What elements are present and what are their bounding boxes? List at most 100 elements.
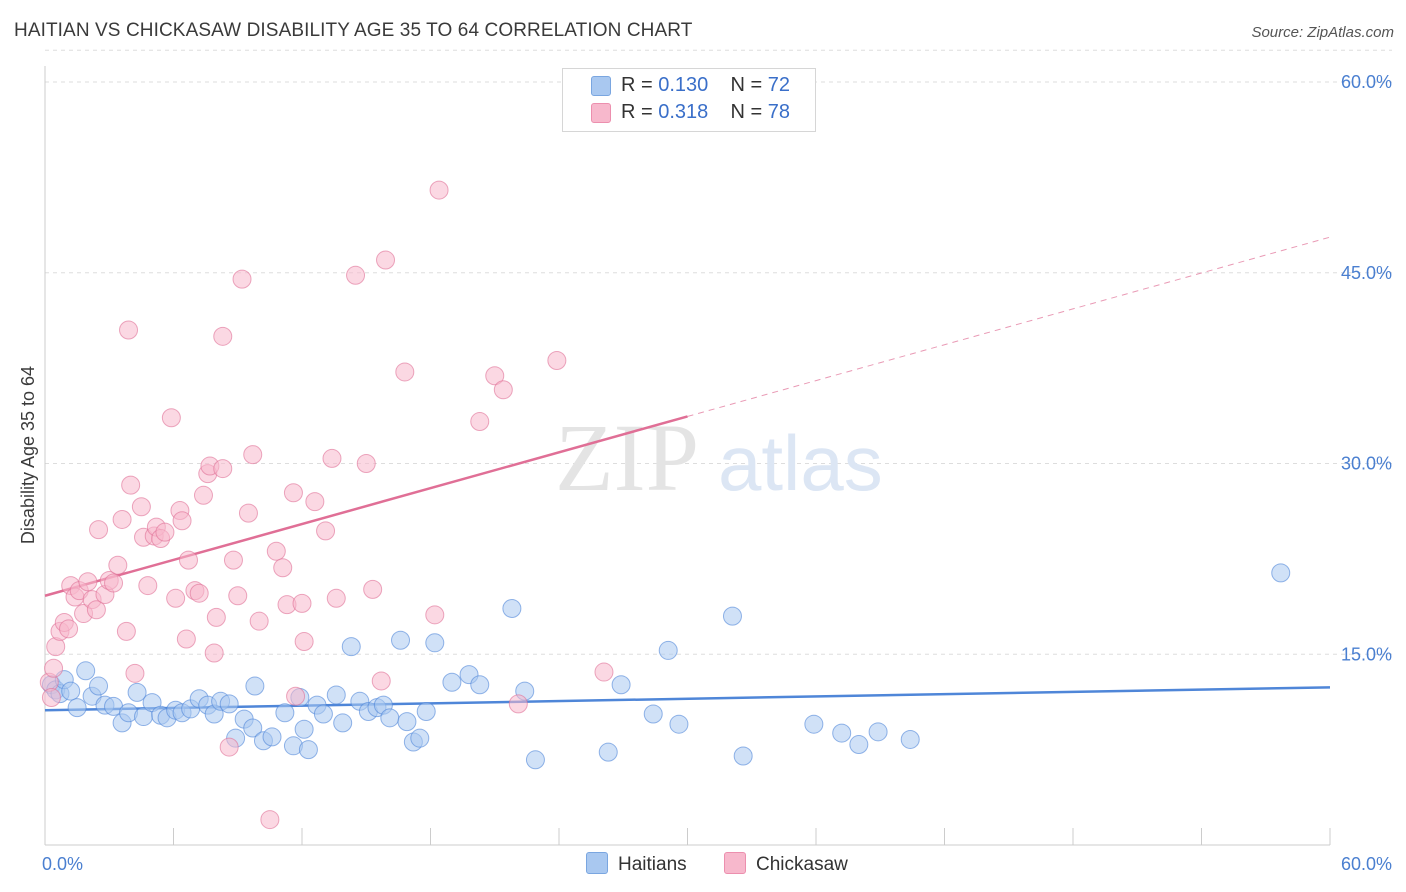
legend-r-value: 0.130 xyxy=(658,74,709,96)
data-point xyxy=(61,681,81,701)
data-point xyxy=(176,629,196,649)
data-point xyxy=(112,509,132,529)
data-point xyxy=(155,522,175,542)
data-point xyxy=(294,632,314,652)
data-point xyxy=(286,686,306,706)
y-tick-label: 60.0% xyxy=(1341,72,1392,92)
data-point xyxy=(493,380,513,400)
data-point xyxy=(193,485,213,505)
data-points xyxy=(39,180,1291,830)
legend-n-value: 78 xyxy=(767,101,791,123)
data-point xyxy=(44,658,64,678)
data-point xyxy=(116,621,136,641)
data-point xyxy=(127,682,147,702)
data-point xyxy=(547,350,567,370)
trend-lines xyxy=(44,236,1331,712)
data-point xyxy=(313,704,333,724)
data-point xyxy=(425,605,445,625)
data-point xyxy=(376,250,396,270)
correlation-legend: R = 0.130 N = 72 R = 0.318 N = 78 xyxy=(562,68,816,132)
data-point xyxy=(108,555,128,575)
data-point xyxy=(525,750,545,770)
data-point xyxy=(333,713,353,733)
legend-text-chickasaw: R = 0.318 N = 78 xyxy=(621,101,790,124)
y-tick-label: 30.0% xyxy=(1341,454,1392,474)
tick-labels: 15.0% 30.0% 45.0% 60.0% 0.0% 60.0% xyxy=(42,72,1392,874)
data-point xyxy=(131,497,151,517)
data-point xyxy=(868,722,888,742)
data-point xyxy=(849,735,869,755)
data-point xyxy=(86,600,106,620)
data-point xyxy=(189,583,209,603)
data-point xyxy=(322,448,342,468)
data-point xyxy=(391,630,411,650)
data-point xyxy=(121,475,141,495)
data-point xyxy=(59,619,79,639)
data-point xyxy=(380,708,400,728)
data-point xyxy=(204,643,224,663)
trend-extension-chickasaw xyxy=(687,236,1331,417)
data-point xyxy=(508,694,528,714)
data-point xyxy=(326,588,346,608)
data-point xyxy=(502,598,522,618)
data-point xyxy=(232,269,252,289)
legend-r-value: 0.318 xyxy=(658,101,709,123)
y-axis-label: Disability Age 35 to 64 xyxy=(18,366,38,544)
y-tick-label: 45.0% xyxy=(1341,263,1392,283)
data-point xyxy=(598,742,618,762)
data-point xyxy=(228,586,248,606)
legend-n-value: 72 xyxy=(767,74,791,96)
data-point xyxy=(249,611,269,631)
trend-line-haitians xyxy=(44,686,1331,712)
data-point xyxy=(178,550,198,570)
data-point xyxy=(89,520,109,540)
data-point xyxy=(470,412,490,432)
bottom-legend-swatch-chickasaw xyxy=(724,852,746,874)
data-point xyxy=(283,483,303,503)
data-point xyxy=(611,675,631,695)
data-point xyxy=(125,663,145,683)
data-point xyxy=(166,588,186,608)
data-point xyxy=(245,676,265,696)
bottom-legend-label-chickasaw: Chickasaw xyxy=(756,854,848,875)
data-point xyxy=(119,320,139,340)
data-point xyxy=(104,573,124,593)
data-point xyxy=(294,719,314,739)
data-point xyxy=(425,633,445,653)
data-point xyxy=(485,366,505,386)
x-tick-label: 0.0% xyxy=(42,854,83,874)
axes xyxy=(44,66,1331,846)
trend-line-chickasaw xyxy=(44,415,688,597)
data-point xyxy=(356,454,376,473)
data-point xyxy=(363,579,383,599)
bottom-legend-swatch-haitians xyxy=(586,852,608,874)
data-point xyxy=(643,704,663,724)
data-point xyxy=(67,698,87,718)
grid-lines xyxy=(45,49,1392,655)
legend-n-label: N = xyxy=(730,101,768,123)
data-point xyxy=(669,714,689,734)
bottom-legend-haitians: Haitians xyxy=(586,852,687,876)
data-point xyxy=(470,675,490,695)
data-point xyxy=(316,521,336,541)
data-point xyxy=(292,593,312,613)
data-point xyxy=(397,712,417,732)
data-point xyxy=(273,558,293,578)
data-point xyxy=(243,718,263,738)
data-point xyxy=(138,576,158,596)
data-point xyxy=(594,662,614,682)
chart-title: HAITIAN VS CHICKASAW DISABILITY AGE 35 T… xyxy=(14,20,693,41)
data-point xyxy=(371,671,391,691)
x-tick-label: 60.0% xyxy=(1341,854,1392,874)
data-point xyxy=(410,728,430,748)
data-point xyxy=(305,492,325,512)
data-point xyxy=(346,265,366,285)
watermark-zip: ZIP xyxy=(555,404,699,511)
legend-r-label: R = xyxy=(621,74,659,96)
data-point xyxy=(416,701,436,721)
data-point xyxy=(262,727,282,747)
bottom-legend-chickasaw: Chickasaw xyxy=(724,852,848,876)
data-point xyxy=(900,729,920,749)
legend-text-haitians: R = 0.130 N = 72 xyxy=(621,74,790,97)
